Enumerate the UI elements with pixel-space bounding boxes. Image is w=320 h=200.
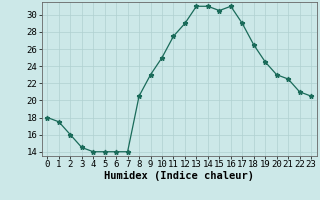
X-axis label: Humidex (Indice chaleur): Humidex (Indice chaleur) bbox=[104, 171, 254, 181]
